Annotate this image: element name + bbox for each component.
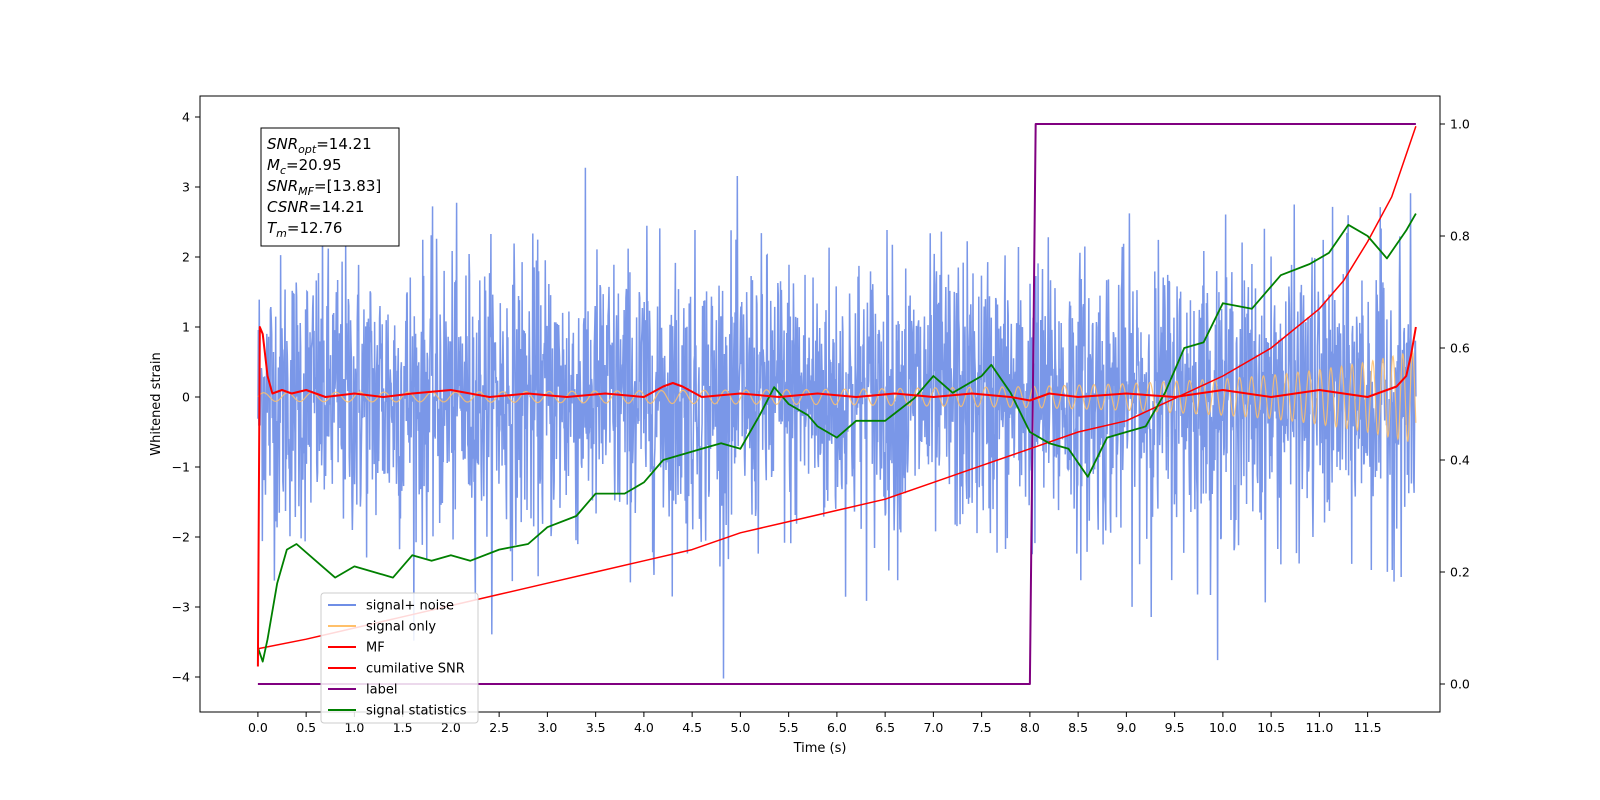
x-tick-label: 4.5 bbox=[682, 720, 702, 735]
legend-entry-label: signal+ noise bbox=[366, 599, 454, 614]
x-tick-label: 11.0 bbox=[1305, 720, 1333, 735]
y-tick-label-right: 0.0 bbox=[1450, 677, 1470, 692]
y-axis-right: 0.0 0.2 0.4 0.6 0.8 1.0 bbox=[1440, 117, 1470, 692]
y-tick-label-left: −4 bbox=[172, 670, 190, 685]
y-tick-label-right: 0.8 bbox=[1450, 229, 1470, 244]
x-tick-label: 8.0 bbox=[1020, 720, 1040, 735]
x-tick-label: 4.0 bbox=[634, 720, 654, 735]
legend-entry-label: label bbox=[366, 683, 397, 698]
legend-entry-label: signal only bbox=[366, 620, 436, 635]
annotation-line: Tm=12.76 bbox=[267, 219, 342, 240]
plot-frame bbox=[199, 95, 1441, 713]
x-axis-label: Time (s) bbox=[793, 741, 847, 756]
x-tick-label: 11.5 bbox=[1354, 720, 1382, 735]
y-tick-label-right: 0.6 bbox=[1450, 341, 1470, 356]
legend-entry-label: signal statistics bbox=[366, 704, 467, 719]
annotation-box: SNRopt=14.21Mc=20.95SNRMF=[13.83]CSNR=14… bbox=[260, 127, 400, 247]
x-tick-label: 0.5 bbox=[296, 720, 316, 735]
annotation-frame bbox=[260, 127, 400, 247]
series-mf bbox=[256, 326, 1417, 667]
y-axis-left: −4 −3 −2 −1 0 1 2 3 4 bbox=[172, 110, 200, 685]
x-axis: 0.0 0.5 1.0 1.5 2.0 2.5 3.0 3.5 4.0 4.5 5.0 5.5 6.0 6… bbox=[248, 712, 1382, 735]
x-tick-label: 7.5 bbox=[972, 720, 992, 735]
x-tick-label: 8.5 bbox=[1068, 720, 1088, 735]
x-tick-label: 9.5 bbox=[1165, 720, 1185, 735]
y-tick-label-right: 1.0 bbox=[1450, 117, 1470, 132]
x-tick-label: 3.0 bbox=[537, 720, 557, 735]
x-tick-label: 1.0 bbox=[344, 720, 364, 735]
x-tick-label: 9.0 bbox=[1116, 720, 1136, 735]
x-tick-label: 1.5 bbox=[393, 720, 413, 735]
annotation-line: CSNR=14.21 bbox=[267, 198, 364, 216]
x-tick-label: 10.5 bbox=[1257, 720, 1285, 735]
annotation-line: SNRopt=14.21 bbox=[267, 135, 372, 156]
annotation-line: SNRMF=[13.83] bbox=[267, 177, 381, 198]
x-tick-label: 0.0 bbox=[248, 720, 268, 735]
annotation-line: Mc=20.95 bbox=[267, 156, 342, 177]
legend-entry-label: cumilative SNR bbox=[366, 662, 465, 677]
series-label bbox=[257, 123, 1416, 685]
x-tick-label: 2.0 bbox=[441, 720, 461, 735]
y-tick-label-left: −2 bbox=[172, 530, 190, 545]
y-tick-label-left: 1 bbox=[182, 320, 190, 335]
x-tick-label: 5.0 bbox=[730, 720, 750, 735]
y-tick-label-left: 3 bbox=[182, 180, 190, 195]
y-tick-label-right: 0.2 bbox=[1450, 565, 1470, 580]
y-tick-label-left: −3 bbox=[172, 600, 190, 615]
y-tick-label-right: 0.4 bbox=[1450, 453, 1470, 468]
y-tick-label-left: 4 bbox=[182, 110, 190, 125]
y-tick-label-left: −1 bbox=[172, 460, 190, 475]
y-tick-label-left: 0 bbox=[182, 390, 190, 405]
x-tick-label: 3.5 bbox=[586, 720, 606, 735]
series-signal-statistics bbox=[257, 213, 1417, 663]
legend-frame bbox=[320, 592, 479, 724]
x-tick-label: 2.5 bbox=[489, 720, 509, 735]
x-tick-label: 10.0 bbox=[1209, 720, 1237, 735]
legend-entry-label: MF bbox=[366, 641, 385, 656]
y-tick-label-left: 2 bbox=[182, 250, 190, 265]
x-tick-label: 6.5 bbox=[875, 720, 895, 735]
y-axis-label-left: Whitened strain bbox=[149, 352, 164, 455]
x-tick-label: 6.0 bbox=[827, 720, 847, 735]
series-signal-only bbox=[257, 350, 1417, 442]
x-tick-label: 5.5 bbox=[779, 720, 799, 735]
x-tick-label: 7.0 bbox=[923, 720, 943, 735]
legend: signal+ noise signal only MF cumilative SNR… bbox=[320, 592, 479, 724]
